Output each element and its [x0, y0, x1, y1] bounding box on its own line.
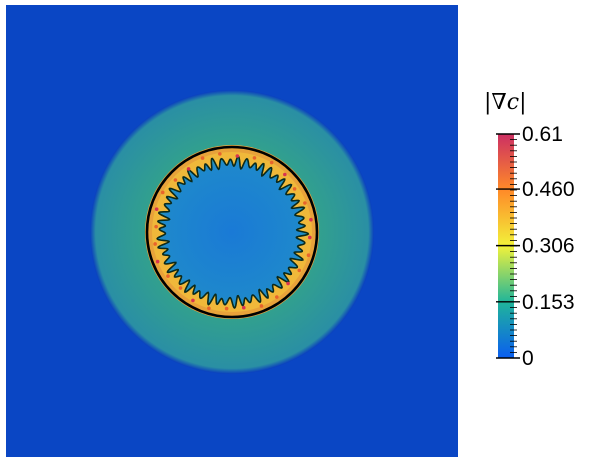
hotspot-marker — [218, 152, 222, 156]
hotspot-marker — [283, 172, 287, 177]
hotspot-marker — [269, 160, 274, 165]
hotspot-markers — [153, 152, 313, 311]
hotspot-marker — [309, 217, 313, 222]
hotspot-marker — [186, 167, 191, 171]
hotspot-marker — [154, 207, 159, 211]
hotspot-marker — [224, 306, 229, 311]
colorbar-tick-label: 0.306 — [522, 235, 575, 258]
hotspot-marker — [275, 295, 279, 299]
colorbar: 0.61 0.460 0.306 0.153 0 — [496, 126, 575, 370]
colorbar-tick-label: 0.61 — [522, 126, 563, 146]
hotspot-marker — [259, 304, 264, 308]
hotspot-marker — [153, 242, 157, 246]
hotspot-marker — [286, 281, 290, 286]
colorbar-tick-label: 0.153 — [522, 291, 575, 314]
gradient-magnitude-plot — [6, 5, 458, 457]
colorbar-major-ticks: 0.61 0.460 0.306 0.153 0 — [496, 126, 575, 370]
outer-contour-line — [145, 145, 319, 319]
colorbar-title: |∇c| — [484, 86, 554, 120]
colorbar-title-prefix: |∇ — [484, 90, 507, 115]
colorbar-tick-label: 0.460 — [522, 178, 575, 201]
hotspot-marker — [303, 201, 307, 205]
hotspot-marker — [155, 259, 160, 264]
colorbar-minor-ticks — [510, 133, 517, 359]
hotspot-marker — [241, 305, 246, 310]
hotspot-marker — [154, 224, 158, 229]
hotspot-marker — [200, 156, 205, 160]
hotspot-marker — [166, 274, 170, 278]
hotspot-marker — [173, 178, 178, 182]
hotspot-marker — [160, 190, 165, 195]
hotspot-marker — [235, 154, 240, 158]
hotspot-marker — [252, 156, 257, 160]
hotspot-marker — [178, 286, 183, 290]
colorbar-tick-label: 0 — [522, 347, 534, 370]
hotspot-marker — [191, 298, 195, 303]
hotspot-marker — [297, 268, 302, 273]
hotspot-marker — [308, 235, 312, 240]
hotspot-marker — [207, 306, 211, 311]
colorbar-title-suffix: | — [519, 90, 527, 115]
colorbar-title-variable: c — [506, 90, 520, 115]
wavy-inner-contour — [156, 155, 310, 310]
hotspot-marker — [306, 253, 311, 258]
hotspot-marker — [292, 187, 297, 191]
